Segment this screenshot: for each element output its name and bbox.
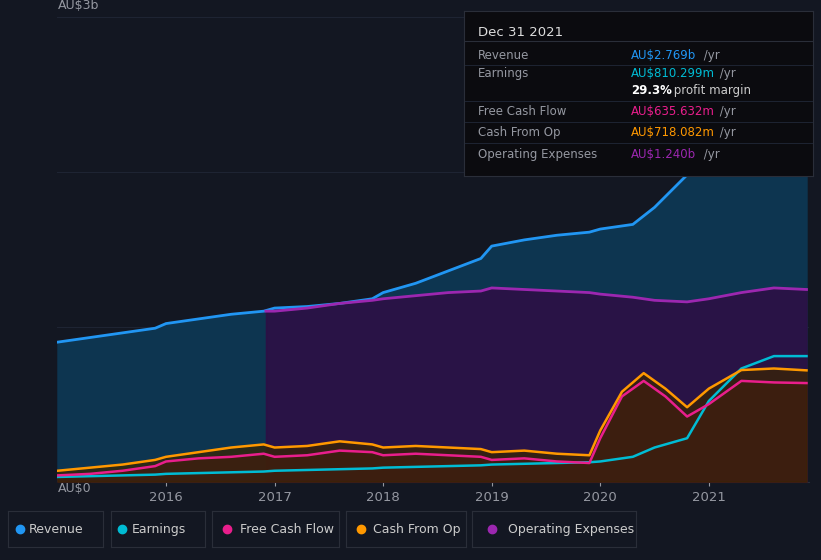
Text: Free Cash Flow: Free Cash Flow xyxy=(240,522,334,536)
Text: AU$810.299m: AU$810.299m xyxy=(631,67,715,81)
Text: Operating Expenses: Operating Expenses xyxy=(478,148,597,161)
Text: Cash From Op: Cash From Op xyxy=(373,522,460,536)
Text: /yr: /yr xyxy=(716,67,736,81)
Text: /yr: /yr xyxy=(700,148,720,161)
Text: Earnings: Earnings xyxy=(478,67,530,81)
Text: 29.3%: 29.3% xyxy=(631,84,672,97)
Text: /yr: /yr xyxy=(716,105,736,118)
Text: /yr: /yr xyxy=(716,126,736,139)
Text: AU$1.240b: AU$1.240b xyxy=(631,148,696,161)
Text: AU$3b: AU$3b xyxy=(57,0,99,12)
Text: Earnings: Earnings xyxy=(131,522,186,536)
Text: AU$635.632m: AU$635.632m xyxy=(631,105,715,118)
Text: AU$0: AU$0 xyxy=(57,482,91,494)
Text: AU$2.769b: AU$2.769b xyxy=(631,49,696,62)
Text: Operating Expenses: Operating Expenses xyxy=(508,522,635,536)
Text: Revenue: Revenue xyxy=(478,49,530,62)
Text: Free Cash Flow: Free Cash Flow xyxy=(478,105,566,118)
Text: AU$718.082m: AU$718.082m xyxy=(631,126,715,139)
Text: profit margin: profit margin xyxy=(670,84,750,97)
Text: /yr: /yr xyxy=(700,49,720,62)
Text: Revenue: Revenue xyxy=(29,522,84,536)
Text: Cash From Op: Cash From Op xyxy=(478,126,560,139)
Text: Dec 31 2021: Dec 31 2021 xyxy=(478,26,563,39)
